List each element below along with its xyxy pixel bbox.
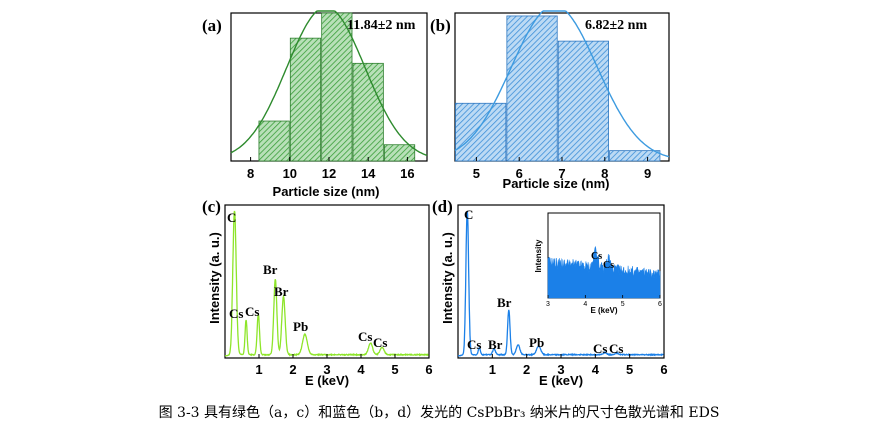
chart-c-x-tick-label: 3 — [323, 362, 330, 377]
chart-d-peak-label: Cs — [467, 337, 481, 352]
chart-a-bar — [321, 12, 353, 162]
chart-a-panel-label: (a) — [202, 16, 222, 35]
chart-d-inset-spectrum — [547, 245, 661, 299]
chart-d-peak-label: Br — [497, 295, 512, 310]
chart-b-bar — [455, 102, 507, 162]
chart-a-size-annotation: 11.84±2 nm — [347, 18, 416, 33]
chart-b-x-tick-label: 9 — [644, 166, 651, 181]
chart-a: 8 10 12 14 16 (a) 11.84±2 nm Particle size (… — [202, 10, 428, 199]
chart-c-peak-label: Br — [274, 284, 289, 299]
chart-c-x-tick-label: 2 — [289, 362, 296, 377]
chart-b-x-tick-label: 7 — [558, 166, 565, 181]
chart-c-panel-label: (c) — [202, 197, 221, 216]
chart-d-inset: 3 4 5 6 Intensity E (keV) Cs Cs — [534, 212, 662, 315]
chart-d-peak-label: Cs — [609, 341, 623, 356]
chart-c-x-tick-label: 5 — [391, 362, 398, 377]
chart-d-y-axis-title: Intensity (a. u.) — [440, 232, 455, 324]
chart-d-inset-x-tick-label: 4 — [583, 301, 587, 308]
chart-c-y-axis-title: Intensity (a. u.) — [207, 232, 222, 324]
chart-d-inset-x-tick-label: 6 — [658, 301, 662, 308]
chart-d-x-tick-label: 5 — [626, 362, 633, 377]
chart-c-peak-label: Cs — [358, 329, 372, 344]
chart-a-x-axis-title: Particle size (nm) — [273, 184, 380, 199]
chart-d-inset-x-tick-label: 3 — [546, 301, 550, 308]
chart-a-bar — [352, 62, 384, 162]
chart-a-x-tick-label: 16 — [400, 166, 414, 181]
chart-a-x-tick-label: 14 — [361, 166, 376, 181]
chart-b-x-tick-label: 8 — [601, 166, 608, 181]
chart-c-x-tick-label: 6 — [425, 362, 432, 377]
chart-d-x-axis-title: E (keV) — [539, 373, 583, 388]
chart-d-inset-peak-label: Cs — [591, 251, 602, 262]
chart-c-peak-label: Cs — [245, 304, 259, 319]
chart-d-x-tick-label: 2 — [523, 362, 530, 377]
chart-b-bar — [557, 40, 609, 162]
chart-d-x-tick-label: 6 — [660, 362, 667, 377]
chart-c-spectrum — [224, 210, 430, 357]
chart-c-x-tick-label: 4 — [357, 362, 365, 377]
chart-b-x-tick-label: 6 — [516, 166, 523, 181]
chart-b-fit-curve — [454, 10, 670, 158]
chart-d-peak-label: Pb — [529, 335, 544, 350]
chart-d-peak-label: C — [464, 207, 473, 222]
chart-c-peak-label: Pb — [293, 319, 308, 334]
chart-a-bar — [258, 120, 290, 162]
chart-b-bar — [609, 150, 661, 162]
chart-d-x-tick-label: 3 — [557, 362, 564, 377]
chart-d-inset-peak-label: Cs — [603, 260, 614, 271]
chart-c-x-axis-title: E (keV) — [305, 373, 349, 388]
figure-caption: 图 3-3 具有绿色（a，c）和蓝色（b，d）发光的 CsPbBr₃ 纳米片的尺… — [158, 405, 720, 421]
chart-d-inset-y-title: Intensity — [534, 239, 543, 272]
chart-d-inset-x-title: E (keV) — [590, 306, 617, 315]
chart-b-x-tick-label: 5 — [473, 166, 480, 181]
chart-c-x-tick-label: 1 — [255, 362, 262, 377]
chart-a-x-tick-label: 10 — [283, 166, 297, 181]
chart-d-inset-x-tick-label: 5 — [621, 301, 625, 308]
chart-a-bar — [289, 37, 322, 162]
chart-b-bar — [506, 15, 558, 162]
chart-d-x-tick-label: 1 — [489, 362, 496, 377]
chart-d-panel-label: (d) — [432, 197, 453, 216]
chart-b: 5 6 7 8 9 (b) 6.82±2 nm Particle size (nm) — [430, 10, 670, 191]
chart-d-x-tick-label: 4 — [592, 362, 600, 377]
chart-a-fit-curve — [230, 10, 428, 157]
chart-c-frame — [224, 204, 430, 359]
chart-a-x-tick-label: 12 — [322, 166, 336, 181]
chart-d-peak-label: Br — [488, 337, 503, 352]
chart-b-x-axis-title: Particle size (nm) — [503, 176, 610, 191]
chart-c-peak-label: Cs — [229, 306, 243, 321]
chart-d-peak-label: Cs — [593, 341, 607, 356]
chart-c-peak-label: Cs — [373, 335, 387, 350]
chart-a-x-tick-label: 8 — [247, 166, 254, 181]
chart-b-size-annotation: 6.82±2 nm — [585, 18, 647, 33]
chart-c-peak-label: Br — [263, 262, 278, 277]
chart-b-panel-label: (b) — [430, 16, 451, 35]
chart-a-bar — [383, 144, 416, 162]
chart-c-peak-label: C — [227, 210, 236, 225]
